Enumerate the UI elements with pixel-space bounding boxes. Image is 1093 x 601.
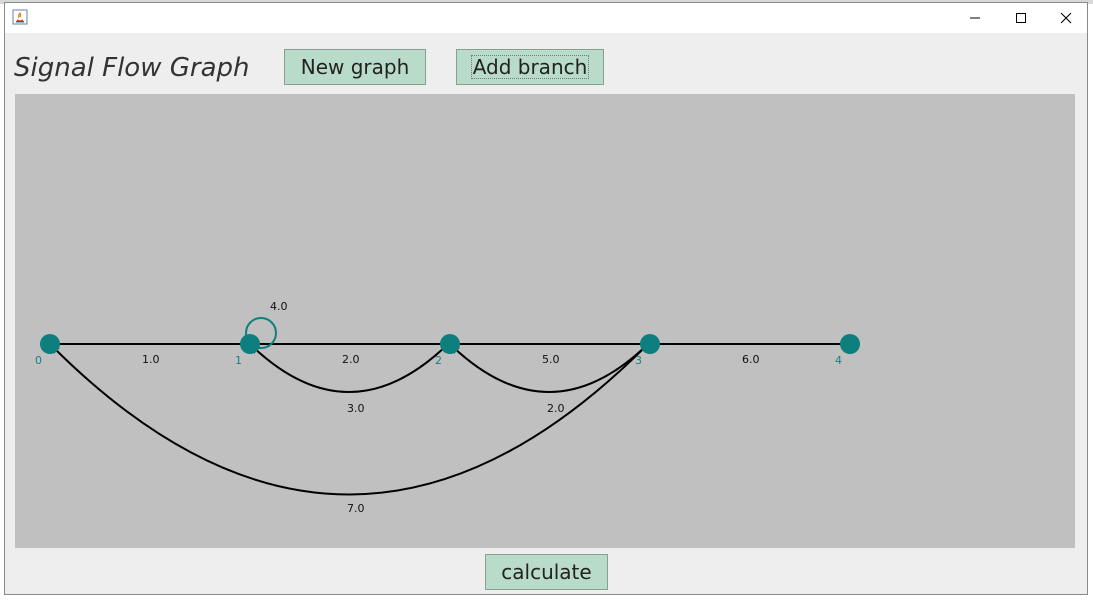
gain-label: 3.0 — [347, 402, 365, 415]
calculate-button[interactable]: calculate — [485, 554, 608, 590]
add-branch-button[interactable]: Add branch — [456, 49, 604, 85]
title-bar[interactable] — [5, 3, 1087, 33]
maximize-button[interactable] — [998, 3, 1044, 33]
gain-label: 2.0 — [342, 353, 360, 366]
minimize-icon — [970, 17, 980, 19]
java-app-icon — [12, 9, 28, 25]
app-window: Signal Flow Graph New graph Add branch 1… — [4, 2, 1088, 595]
gain-label: 7.0 — [347, 502, 365, 515]
graph-node-4[interactable] — [840, 334, 860, 354]
gain-label: 1.0 — [142, 353, 160, 366]
node-label: 1 — [235, 354, 242, 367]
graph-node-3[interactable] — [640, 334, 660, 354]
node-label: 2 — [435, 354, 442, 367]
graph-canvas[interactable]: 1.0 2.0 5.0 6.0 4.0 3.0 2.0 7.0 0 1 2 3 … — [15, 94, 1075, 548]
gain-label: 6.0 — [742, 353, 760, 366]
app-title: Signal Flow Graph — [14, 53, 250, 83]
close-icon — [1060, 12, 1072, 24]
new-graph-button[interactable]: New graph — [284, 49, 426, 85]
graph-node-1[interactable] — [240, 334, 260, 354]
add-branch-label: Add branch — [470, 55, 590, 79]
gain-label: 5.0 — [542, 353, 560, 366]
node-label: 3 — [635, 354, 642, 367]
self-loop-1[interactable] — [245, 317, 277, 349]
gain-label: 4.0 — [270, 300, 288, 313]
branch-3-2[interactable] — [451, 343, 649, 393]
close-button[interactable] — [1043, 3, 1089, 33]
minimize-button[interactable] — [952, 3, 998, 33]
gain-label: 2.0 — [547, 402, 565, 415]
node-label: 4 — [835, 354, 842, 367]
node-label: 0 — [35, 354, 42, 367]
branch-2-1[interactable] — [251, 343, 449, 393]
signal-flow-graph[interactable]: 1.0 2.0 5.0 6.0 4.0 3.0 2.0 7.0 0 1 2 3 … — [15, 94, 1075, 548]
graph-node-0[interactable] — [40, 334, 60, 354]
maximize-icon — [1016, 13, 1026, 23]
graph-node-2[interactable] — [440, 334, 460, 354]
branch-3-0[interactable] — [51, 343, 649, 496]
